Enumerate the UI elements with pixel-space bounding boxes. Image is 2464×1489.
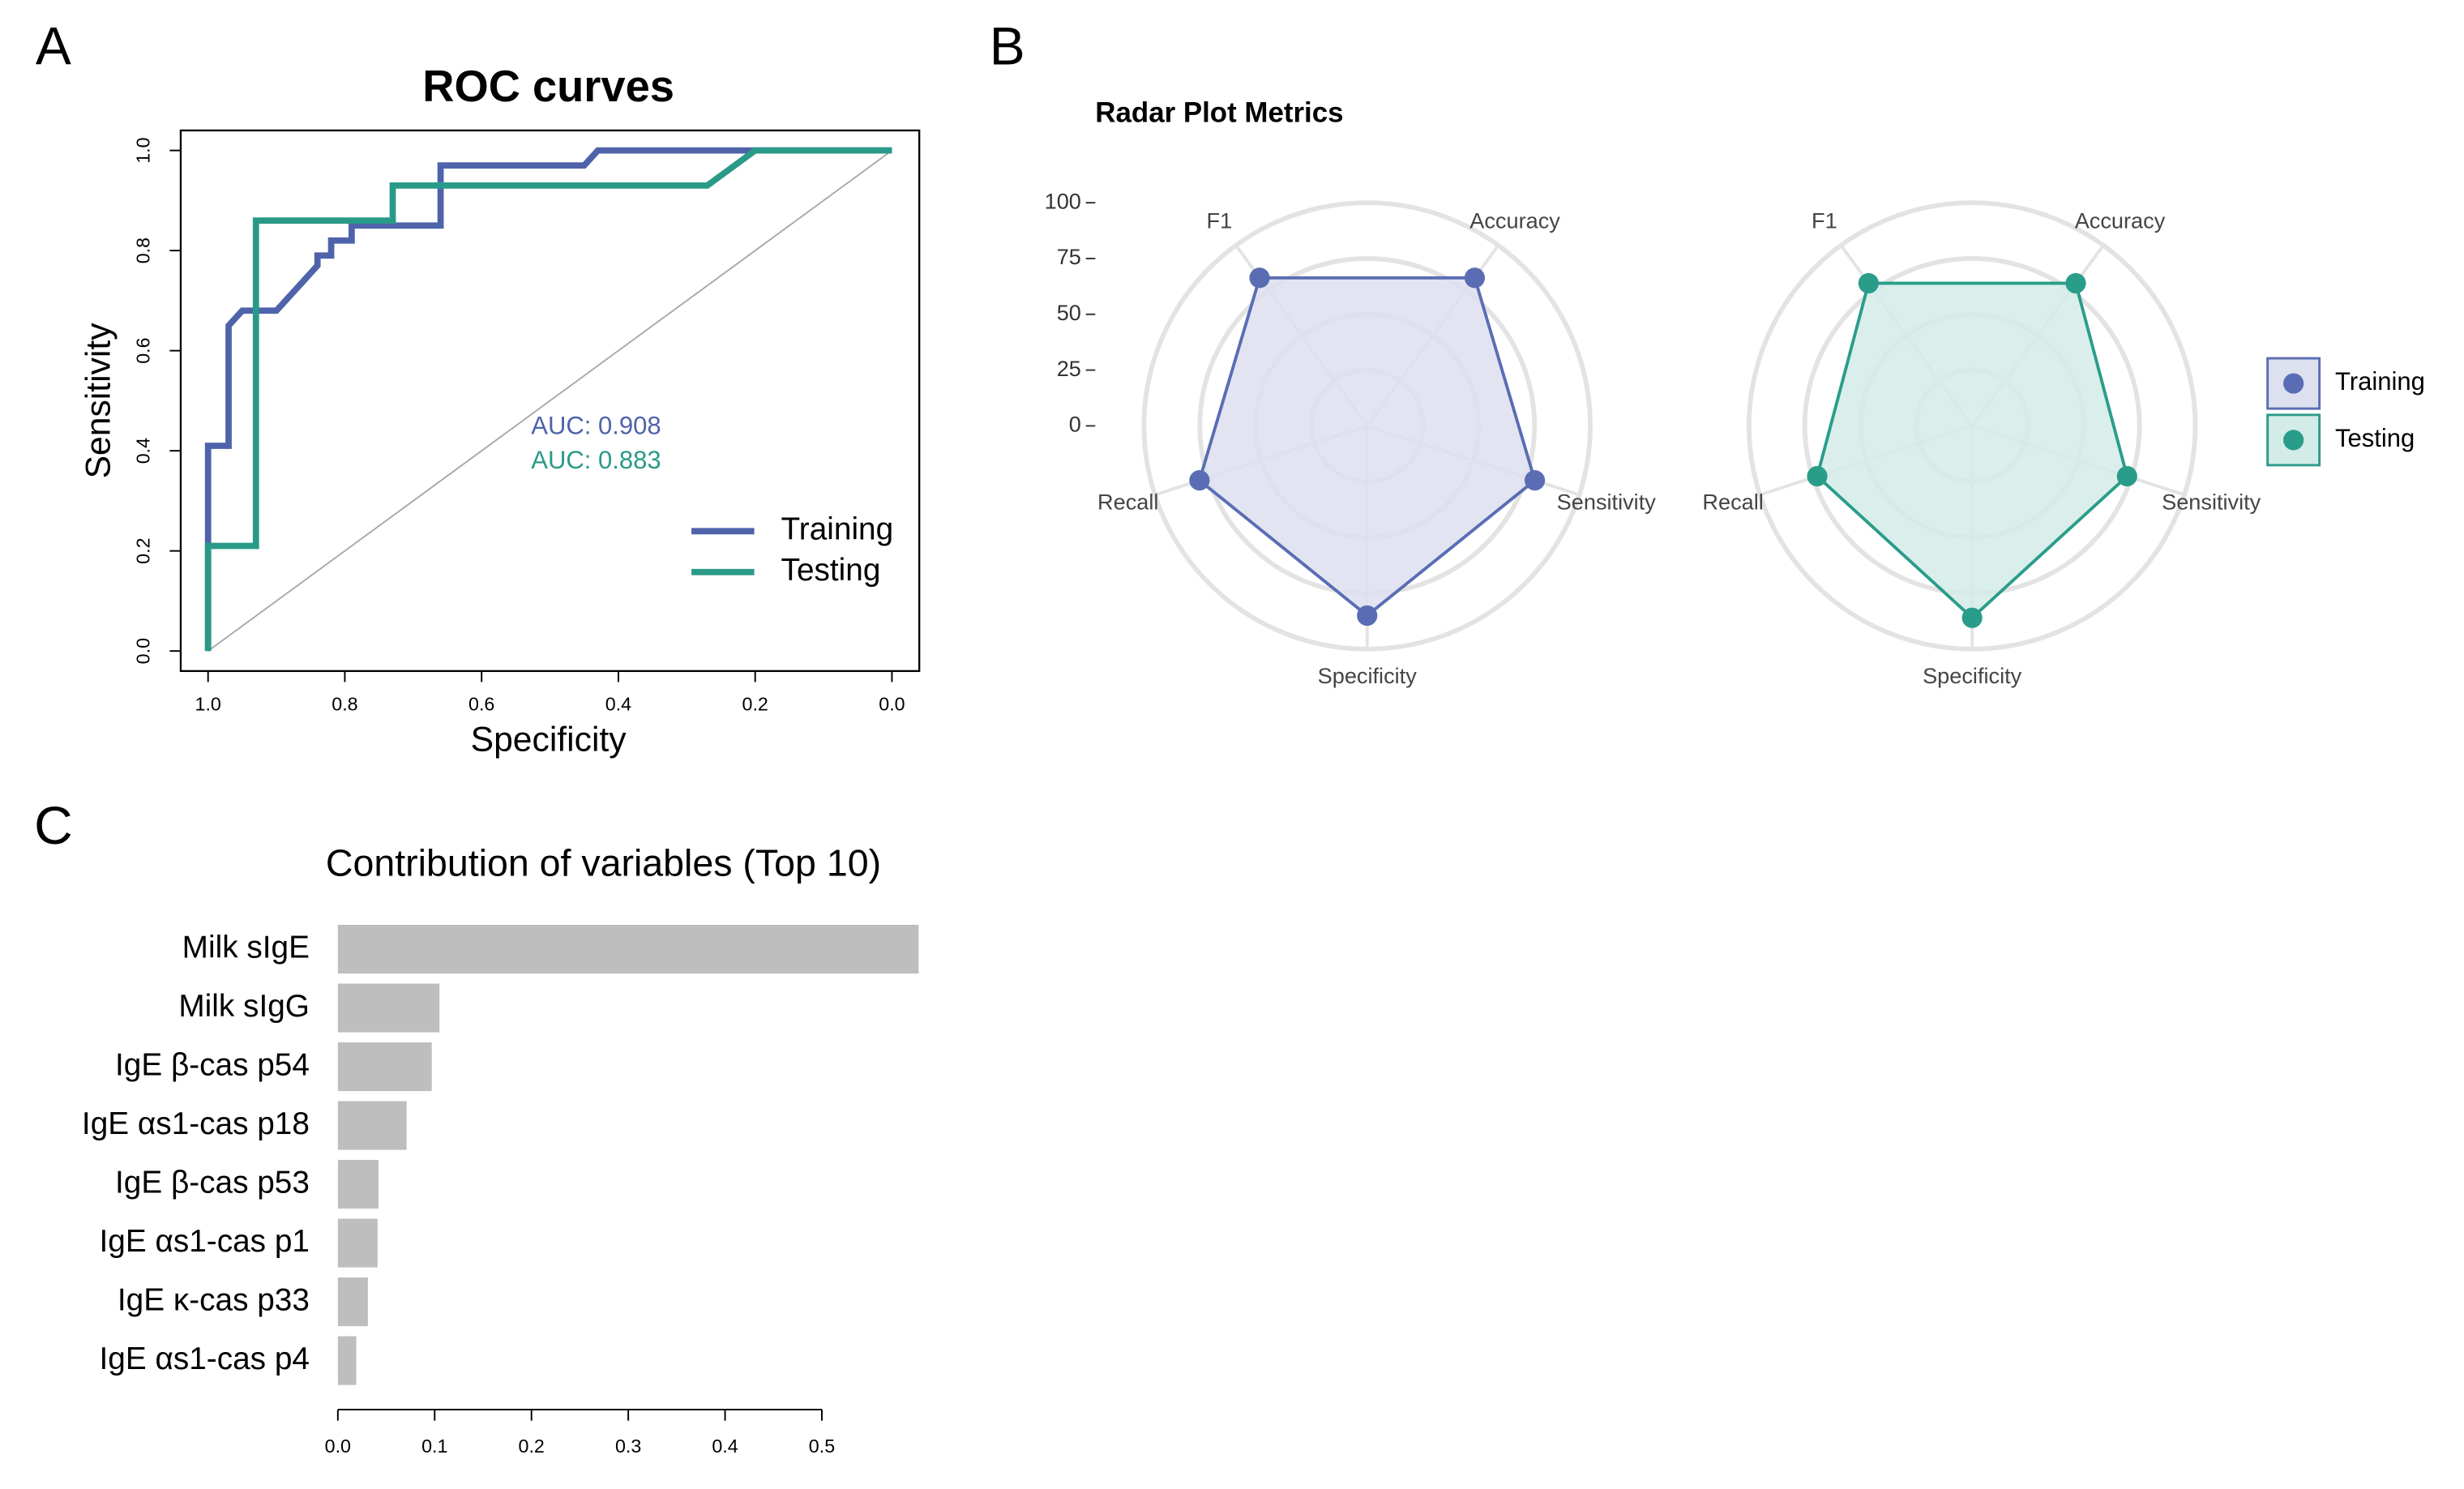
legend-label: Training	[781, 512, 894, 547]
auc-annotation: AUC: 0.883	[531, 446, 661, 474]
axis-label: Recall	[1097, 489, 1158, 514]
radar-point	[1357, 605, 1378, 627]
legend-label: Training	[2335, 367, 2425, 396]
roc-curve	[204, 147, 892, 652]
y-tick-label: 1.0	[133, 137, 154, 163]
radar-point	[1524, 470, 1546, 491]
plot-frame	[179, 129, 921, 673]
axis-label: Accuracy	[2075, 208, 2166, 233]
bar	[337, 1218, 378, 1268]
radar-point	[1189, 470, 1210, 491]
y-tick-label: IgE αs1-cas p4	[100, 1341, 310, 1376]
bar	[337, 1160, 379, 1209]
x-tick-label: 0.1	[421, 1436, 447, 1457]
x-tick-label: 0.4	[712, 1436, 738, 1457]
chart-title: Radar Plot Metrics	[1095, 97, 1343, 129]
legend-point	[2283, 430, 2304, 451]
y-tick-label: 0.2	[133, 537, 154, 563]
panel-letter: A	[36, 15, 71, 75]
y-tick-label: IgE β-cas p53	[115, 1165, 310, 1200]
radar-point	[1464, 267, 1486, 289]
y-tick-label: 0.6	[133, 337, 154, 363]
y-tick-label: 50	[1057, 300, 1081, 325]
legend-swatch	[2266, 357, 2321, 410]
roc-curve	[204, 147, 892, 652]
x-tick-label: 0.0	[325, 1436, 351, 1457]
legend-label: Testing	[781, 553, 881, 588]
y-tick-label: 0.8	[133, 237, 154, 263]
reference-diagonal	[207, 149, 893, 652]
y-tick-label: IgE αs1-cas p18	[82, 1106, 310, 1141]
bar	[337, 983, 440, 1033]
radar-point	[1807, 465, 1828, 487]
bar	[337, 1336, 357, 1385]
y-tick-label: Milk sIgE	[182, 930, 310, 965]
axis-label: Sensitivity	[1557, 489, 1657, 514]
legend-label: Testing	[2335, 424, 2415, 452]
radar-area	[1197, 276, 1537, 618]
radar-area	[1815, 281, 2129, 620]
radar-point	[2065, 272, 2086, 294]
y-axis-label: Sensitivity	[79, 323, 118, 479]
radar-point	[1249, 267, 1270, 289]
bar	[337, 1042, 432, 1092]
axis-label: Specificity	[1923, 663, 2022, 688]
bar	[337, 1101, 407, 1150]
x-tick-label: 1.0	[195, 694, 221, 715]
x-tick-label: 0.0	[879, 694, 905, 715]
x-tick-label: 0.8	[332, 694, 357, 715]
axis-label: F1	[1812, 208, 1837, 233]
radar-point	[2116, 465, 2137, 487]
y-tick-label: 0	[1069, 412, 1081, 437]
chart-title: ROC curves	[422, 62, 674, 111]
y-tick-label: Milk sIgG	[178, 989, 310, 1024]
x-tick-label: 0.5	[809, 1436, 835, 1457]
axis-label: Sensitivity	[2162, 489, 2261, 514]
y-tick-label: IgE β-cas p54	[115, 1047, 310, 1082]
y-tick-label: IgE κ-cas p33	[118, 1282, 310, 1317]
panel-letter: C	[34, 795, 73, 855]
panel-letter: B	[990, 15, 1025, 75]
y-tick-label: 75	[1057, 244, 1081, 269]
x-tick-label: 0.6	[468, 694, 494, 715]
y-tick-label: 25	[1057, 356, 1081, 381]
axis-label: Recall	[1702, 489, 1763, 514]
axis-label: Accuracy	[1469, 208, 1560, 233]
x-tick-label: 0.3	[615, 1436, 641, 1457]
legend-point	[2283, 373, 2304, 394]
x-tick-label: 0.2	[519, 1436, 545, 1457]
y-tick-label: 0.0	[133, 638, 154, 664]
y-tick-label: IgE αs1-cas p1	[100, 1224, 310, 1259]
axis-label: F1	[1207, 208, 1233, 233]
auc-annotation: AUC: 0.908	[531, 412, 661, 440]
y-tick-label: 0.4	[133, 438, 154, 464]
axis-label: Specificity	[1318, 663, 1418, 688]
bar	[337, 924, 919, 974]
x-axis-label: Specificity	[471, 720, 627, 759]
x-tick-label: 0.4	[605, 694, 631, 715]
radar-point	[1961, 607, 1983, 628]
radar-point	[1858, 272, 1879, 294]
bar	[337, 1277, 368, 1327]
chart-title: Contribution of variables (Top 10)	[326, 842, 881, 884]
x-tick-label: 0.2	[742, 694, 768, 715]
y-tick-label: 100	[1045, 188, 1081, 213]
